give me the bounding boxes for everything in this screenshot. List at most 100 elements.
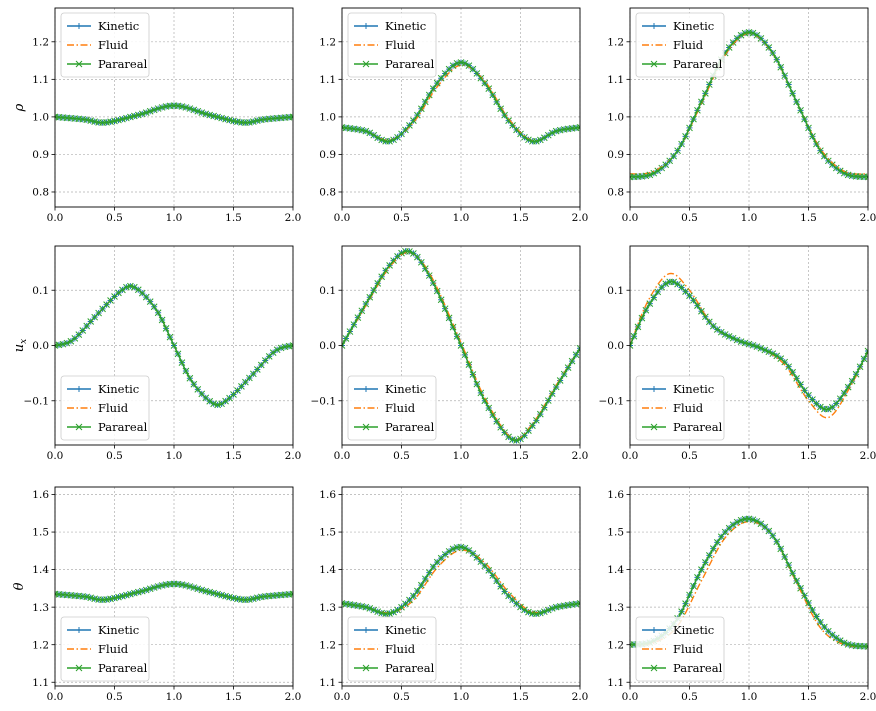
legend-label-parareal: Parareal bbox=[673, 57, 723, 71]
legend-label-parareal: Parareal bbox=[385, 420, 435, 434]
x-tick-label: 0.0 bbox=[47, 450, 64, 462]
y-tick-label: 1.3 bbox=[32, 602, 49, 614]
y-tick-label: 0.8 bbox=[32, 187, 49, 199]
legend-label-fluid: Fluid bbox=[385, 401, 416, 415]
x-tick-label: 2.0 bbox=[572, 450, 589, 462]
x-tick-label: 1.5 bbox=[512, 212, 529, 224]
x-tick-label: 1.5 bbox=[512, 450, 529, 462]
y-axis-label-main: u bbox=[12, 344, 27, 352]
y-tick-label: 1.1 bbox=[319, 74, 336, 86]
x-tick-label: 0.0 bbox=[622, 450, 639, 462]
y-tick-label: 1.0 bbox=[607, 111, 624, 123]
y-tick-label: −0.1 bbox=[311, 395, 337, 407]
y-tick-label: 1.0 bbox=[32, 111, 49, 123]
x-tick-label: 0.5 bbox=[681, 212, 698, 224]
y-tick-label: 0.1 bbox=[319, 285, 336, 297]
legend-label-parareal: Parareal bbox=[673, 420, 723, 434]
x-tick-label: 0.5 bbox=[393, 212, 410, 224]
x-tick-label: 0.5 bbox=[106, 212, 123, 224]
y-tick-label: 0.9 bbox=[319, 149, 336, 161]
legend-label-fluid: Fluid bbox=[385, 38, 416, 52]
legend-label-kinetic: Kinetic bbox=[673, 19, 714, 33]
x-tick-label: 0.0 bbox=[334, 212, 351, 224]
y-tick-label: −0.1 bbox=[599, 395, 625, 407]
x-tick-label: 1.0 bbox=[741, 691, 758, 703]
y-tick-label: 1.1 bbox=[32, 74, 49, 86]
y-tick-label: 1.5 bbox=[319, 527, 336, 539]
legend-label-parareal: Parareal bbox=[98, 661, 148, 675]
legend-label-parareal: Parareal bbox=[673, 661, 723, 675]
y-axis-label: θ bbox=[12, 582, 27, 590]
x-tick-label: 0.0 bbox=[334, 450, 351, 462]
y-tick-label: 1.1 bbox=[32, 677, 49, 689]
y-tick-label: 1.2 bbox=[32, 36, 49, 48]
y-tick-label: 1.6 bbox=[607, 489, 624, 501]
legend-label-fluid: Fluid bbox=[673, 401, 704, 415]
y-axis-label: ρ bbox=[12, 103, 27, 112]
x-tick-label: 2.0 bbox=[860, 450, 876, 462]
y-tick-label: 1.2 bbox=[319, 36, 336, 48]
y-tick-label: 1.2 bbox=[607, 639, 624, 651]
y-tick-label: 0.0 bbox=[607, 340, 624, 352]
y-tick-label: 1.1 bbox=[607, 74, 624, 86]
legend-label-fluid: Fluid bbox=[98, 38, 129, 52]
legend-label-fluid: Fluid bbox=[673, 38, 704, 52]
x-tick-label: 1.0 bbox=[166, 212, 183, 224]
legend-label-kinetic: Kinetic bbox=[385, 19, 426, 33]
y-tick-label: 0.1 bbox=[607, 285, 624, 297]
y-tick-label: 1.5 bbox=[32, 527, 49, 539]
legend: Kinetic Fluid Parareal bbox=[636, 13, 724, 77]
x-tick-label: 0.0 bbox=[47, 212, 64, 224]
x-tick-label: 0.5 bbox=[681, 450, 698, 462]
x-tick-label: 2.0 bbox=[860, 212, 876, 224]
y-tick-label: 1.2 bbox=[607, 36, 624, 48]
y-tick-label: 1.4 bbox=[607, 564, 624, 576]
y-tick-label: 0.9 bbox=[32, 149, 49, 161]
legend-label-fluid: Fluid bbox=[385, 642, 416, 656]
series-group bbox=[52, 103, 296, 126]
y-tick-label: 0.0 bbox=[32, 340, 49, 352]
x-tick-label: 1.0 bbox=[453, 212, 470, 224]
legend-label-kinetic: Kinetic bbox=[385, 382, 426, 396]
legend-label-kinetic: Kinetic bbox=[673, 623, 714, 637]
y-tick-label: 1.4 bbox=[319, 564, 336, 576]
y-tick-label: 0.8 bbox=[607, 187, 624, 199]
x-tick-label: 1.0 bbox=[741, 450, 758, 462]
y-axis-label-subscript: x bbox=[19, 339, 29, 344]
y-tick-label: 1.3 bbox=[319, 602, 336, 614]
x-tick-label: 2.0 bbox=[860, 691, 876, 703]
x-tick-label: 0.0 bbox=[47, 691, 64, 703]
legend: Kinetic Fluid Parareal bbox=[636, 617, 724, 681]
x-tick-label: 0.5 bbox=[106, 691, 123, 703]
y-tick-label: 0.1 bbox=[32, 285, 49, 297]
x-tick-label: 1.0 bbox=[166, 450, 183, 462]
x-tick-label: 0.5 bbox=[106, 450, 123, 462]
y-tick-label: 0.8 bbox=[319, 187, 336, 199]
legend: Kinetic Fluid Parareal bbox=[348, 13, 436, 77]
y-tick-label: −0.1 bbox=[24, 395, 50, 407]
y-tick-label: 0.9 bbox=[607, 149, 624, 161]
legend-label-kinetic: Kinetic bbox=[385, 623, 426, 637]
legend-label-fluid: Fluid bbox=[673, 642, 704, 656]
legend: Kinetic Fluid Parareal bbox=[348, 376, 436, 440]
x-tick-label: 1.0 bbox=[166, 691, 183, 703]
legend-label-kinetic: Kinetic bbox=[98, 382, 139, 396]
x-tick-label: 0.5 bbox=[393, 691, 410, 703]
y-tick-label: 0.0 bbox=[319, 340, 336, 352]
y-axis-label-main: θ bbox=[12, 582, 27, 590]
legend-label-kinetic: Kinetic bbox=[98, 623, 139, 637]
legend-label-parareal: Parareal bbox=[385, 57, 435, 71]
y-tick-label: 1.1 bbox=[607, 677, 624, 689]
x-tick-label: 1.0 bbox=[453, 450, 470, 462]
x-tick-label: 2.0 bbox=[285, 691, 302, 703]
